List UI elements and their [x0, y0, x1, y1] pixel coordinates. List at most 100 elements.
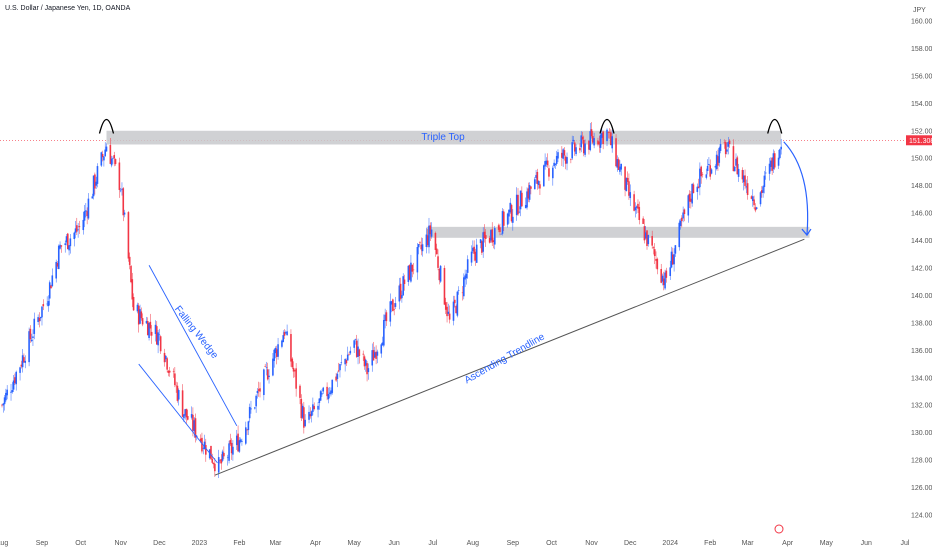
candle-body	[122, 188, 125, 216]
candle-body	[672, 254, 674, 265]
candle-body	[193, 420, 196, 432]
candle-body	[597, 140, 599, 145]
candle-body	[717, 156, 719, 166]
candle-body	[235, 435, 238, 446]
candle-body	[727, 141, 730, 147]
candle-body	[177, 390, 180, 400]
candle-body	[510, 204, 513, 222]
candle-body	[696, 186, 699, 192]
candle-body	[168, 370, 171, 373]
candle-body	[158, 334, 161, 336]
candle-body	[679, 220, 682, 226]
x-tick-label: Apr	[782, 540, 794, 547]
candle-body	[283, 332, 286, 336]
candle-body	[500, 233, 503, 235]
candle-body	[647, 234, 650, 245]
candle-body	[682, 212, 684, 219]
candle-body	[452, 301, 455, 321]
candle-body	[300, 398, 303, 419]
candle-body	[755, 207, 758, 209]
candle-body	[47, 301, 50, 307]
last-price-label: 151.308	[909, 138, 932, 145]
candle-body	[119, 190, 122, 192]
candle-body	[109, 145, 112, 164]
wedge-upper-line[interactable]	[148, 265, 238, 427]
candle-body	[602, 131, 604, 144]
candle-body	[544, 161, 546, 167]
candle-body	[380, 344, 383, 354]
candle-body	[443, 267, 446, 305]
candle-body	[669, 267, 672, 277]
candle-body	[165, 355, 167, 360]
candle-body	[503, 211, 505, 226]
candle-body	[610, 132, 612, 146]
candle-body	[192, 414, 194, 431]
candle-body	[312, 404, 314, 412]
candle-body	[281, 340, 283, 347]
candle-body	[635, 206, 638, 208]
candle-body	[770, 160, 772, 167]
candle-body	[492, 240, 495, 243]
candle-body	[30, 339, 33, 342]
candle-body	[219, 460, 221, 462]
candle-body	[139, 309, 141, 324]
candle-body	[546, 160, 549, 166]
ascending-trendline[interactable]	[214, 238, 805, 476]
candle-body	[661, 275, 664, 282]
candle-body	[364, 359, 367, 366]
candle-body	[14, 377, 16, 384]
candle-body	[673, 254, 675, 265]
candle-body	[239, 439, 242, 442]
candle-body	[517, 194, 519, 215]
candle-body	[683, 209, 686, 215]
candle-body	[175, 385, 177, 387]
candle-body	[114, 159, 117, 165]
candle-body	[736, 157, 739, 175]
candle-body	[273, 349, 275, 361]
candle-body	[78, 226, 81, 228]
candle-body	[3, 397, 6, 405]
candle-body	[393, 309, 395, 310]
candle-body	[759, 192, 762, 205]
candle-body	[104, 149, 106, 157]
candle-body	[764, 172, 767, 174]
candle-body	[223, 452, 225, 457]
candle-body	[358, 349, 361, 356]
candle-body	[617, 159, 620, 170]
candle-body	[616, 159, 619, 168]
candle-body	[183, 414, 185, 419]
candle-body	[741, 169, 744, 180]
candle-body	[615, 138, 617, 167]
candle-body	[732, 146, 735, 172]
candle-body	[363, 356, 366, 367]
x-tick-label: Oct	[546, 540, 557, 547]
candle-body	[399, 283, 402, 299]
y-tick-label: 160.000	[911, 19, 932, 26]
candle-body	[582, 139, 585, 154]
candle-body	[376, 351, 379, 356]
candle-body	[20, 364, 23, 367]
candle-body	[265, 367, 268, 368]
candle-body	[719, 144, 722, 151]
candle-body	[548, 168, 550, 177]
candle-body	[103, 156, 105, 161]
candle-body	[353, 340, 355, 348]
candle-body	[457, 290, 460, 291]
event-icon[interactable]	[774, 524, 784, 534]
candle-body	[230, 442, 233, 454]
candle-body	[670, 251, 673, 268]
candle-body	[611, 136, 613, 149]
wedge-lower-line[interactable]	[138, 363, 218, 464]
candle-body	[32, 336, 34, 339]
candle-body	[130, 265, 132, 283]
candle-body	[212, 462, 215, 465]
candle-body	[402, 276, 404, 296]
candle-body	[248, 406, 251, 419]
candle-body	[761, 190, 763, 194]
candle-body	[237, 433, 239, 452]
candle-body	[563, 150, 566, 156]
candle-body	[185, 408, 188, 418]
x-tick-label: May	[348, 540, 362, 547]
candle-body	[646, 230, 648, 246]
